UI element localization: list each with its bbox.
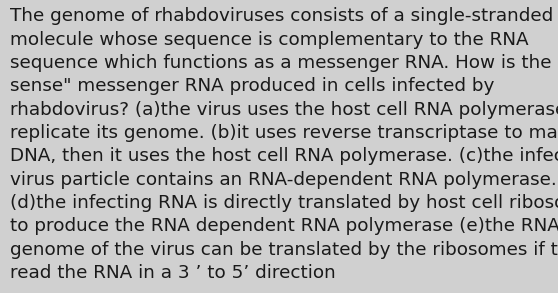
- Text: The genome of rhabdoviruses consists of a single-stranded RNA
molecule whose seq: The genome of rhabdoviruses consists of …: [10, 7, 558, 282]
